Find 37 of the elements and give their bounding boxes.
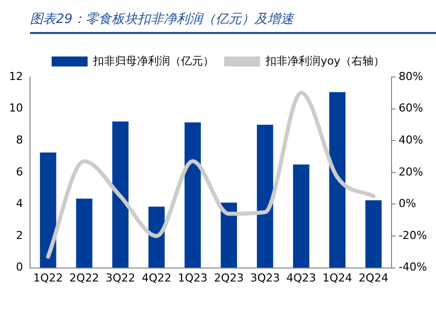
y-tick-label: 12 [8, 70, 23, 83]
bar [293, 164, 310, 268]
bar [256, 124, 274, 268]
y2-tick-label: 60% [398, 102, 424, 115]
bar [220, 202, 238, 268]
x-tick-label: 1Q24 [322, 271, 352, 284]
x-tick-label: 1Q22 [33, 271, 63, 284]
y2-tick-label: 80% [398, 70, 424, 83]
y2-tick-label: -40% [398, 260, 428, 274]
bar [76, 198, 92, 268]
bar [365, 200, 382, 268]
y-tick-label: 6 [16, 165, 23, 178]
legend-label: 扣非净利润yoy（右轴） [264, 54, 384, 68]
line-series [46, 90, 376, 259]
y-tick-label: 8 [16, 133, 23, 146]
y-tick-label: 10 [8, 102, 23, 115]
x-tick-label: 2Q22 [69, 271, 100, 284]
bar [184, 122, 201, 268]
y2-tick-label: -20% [398, 228, 428, 242]
x-tick-label: 4Q22 [142, 271, 172, 284]
x-tick-label: 2Q24 [358, 271, 388, 284]
bar [40, 152, 56, 268]
y2-tick-label: 20% [398, 165, 424, 178]
y-tick-label: 2 [16, 228, 23, 242]
bar [112, 122, 129, 268]
legend-label: 扣非归母净利润（亿元） [92, 54, 214, 68]
y2-tick-label: 40% [398, 133, 424, 146]
x-tick-label: 2Q23 [214, 271, 244, 284]
y2-tick-label: 0% [398, 197, 416, 210]
x-tick-label: 4Q23 [286, 271, 316, 284]
y-tick-label: 0 [16, 260, 23, 274]
y-tick-label: 4 [16, 197, 23, 210]
bar [329, 92, 346, 268]
x-tick-label: 3Q23 [250, 271, 280, 284]
x-tick-label: 3Q22 [106, 271, 136, 284]
chart-title: 图表29：零食板块扣非净利润（亿元）及增速 [30, 8, 436, 34]
x-tick-label: 1Q23 [178, 271, 208, 284]
